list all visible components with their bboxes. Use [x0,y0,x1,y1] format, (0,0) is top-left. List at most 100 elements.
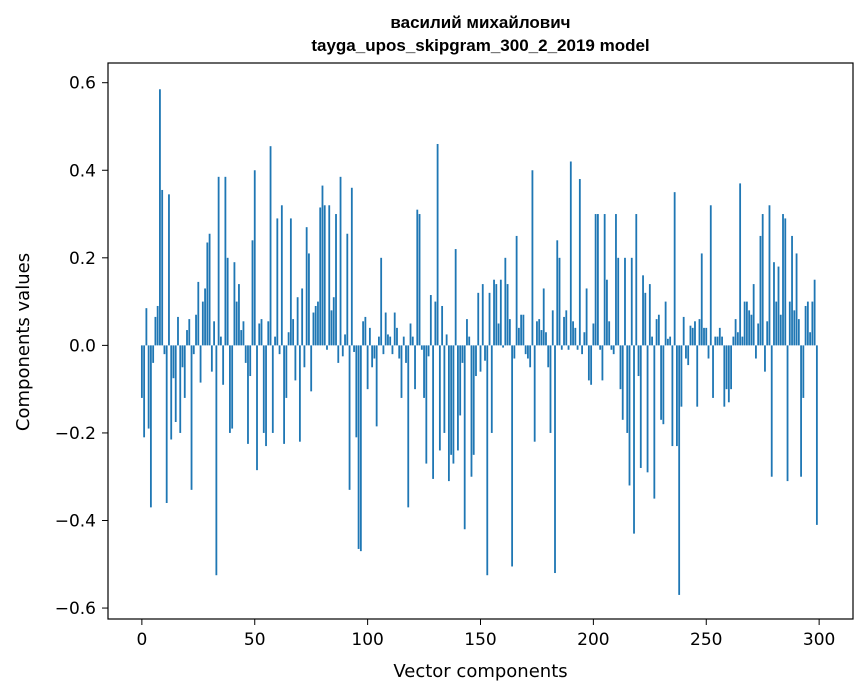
bar [409,323,412,346]
bar [201,301,204,346]
bar [499,279,502,346]
bar [181,345,184,368]
bar [594,214,597,346]
bar [305,227,308,346]
bar [341,345,344,357]
bar [414,345,416,390]
x-tick-label: 0 [136,630,147,650]
bar [427,345,430,357]
bar [233,262,236,346]
bar [721,336,723,346]
bar [691,327,694,346]
bar [199,345,202,383]
bar [398,345,401,359]
bar [558,257,561,346]
bar [761,214,764,346]
bar-series [140,89,818,595]
bar [583,332,586,346]
bar [479,345,482,372]
bar [484,345,486,361]
bar [743,301,746,346]
x-tick-label: 50 [244,630,266,650]
bar [432,345,434,479]
bar [217,176,220,346]
bar [556,240,559,346]
bar [170,345,173,440]
bar [764,345,766,372]
bar [793,310,796,346]
bar [811,301,814,346]
bar [527,345,529,359]
bar [524,345,527,355]
bar [657,314,660,346]
plot-area-frame [107,62,854,620]
bar [718,327,721,346]
bar [391,345,394,355]
bar [705,327,708,346]
bar [195,314,197,346]
bar [400,345,403,398]
bar [366,345,369,390]
bar [165,345,168,503]
bar [565,310,568,346]
bar [736,332,739,346]
bar [357,345,360,549]
bar [457,345,459,451]
bar [472,345,475,455]
bar [438,345,441,451]
bar [806,301,809,346]
bar [685,345,687,359]
x-tick-label: 200 [577,630,609,650]
bar [504,257,507,346]
bar [190,345,193,490]
bar [784,218,787,346]
bar [779,314,782,346]
bar [271,345,274,433]
bar [511,345,514,567]
bar [355,345,358,438]
bar [416,209,419,346]
bar [206,242,209,346]
bar [804,305,807,346]
bar [592,323,595,346]
bar [371,345,374,368]
bar [423,345,425,398]
bar [581,345,583,355]
bar [402,336,405,346]
bar [337,345,340,363]
bar [147,345,150,429]
bar [335,214,337,346]
bar [517,327,520,346]
bar [253,170,256,346]
bar [224,176,227,346]
bar [210,345,213,372]
bar [551,310,554,346]
bar [468,336,471,346]
bar [782,214,784,346]
bar [490,345,493,433]
y-tick-label: −0.6 [55,599,96,619]
bar [380,257,383,346]
bar [244,345,247,363]
bar [197,281,200,346]
bar [429,295,432,346]
bar [488,292,491,346]
bar [603,214,606,346]
bar [646,345,649,473]
bar [752,284,755,346]
bar [759,235,762,346]
y-tick-label: 0.0 [69,336,96,356]
bar [676,345,678,447]
bar [215,345,218,576]
bar [384,312,387,346]
bar [326,345,328,350]
bar [289,218,292,346]
bar [344,334,346,346]
y-tick-label: 0.2 [69,249,96,269]
bar [339,176,342,346]
bar [617,257,620,346]
bar [587,345,590,381]
bar [655,319,658,346]
bar [219,336,222,346]
